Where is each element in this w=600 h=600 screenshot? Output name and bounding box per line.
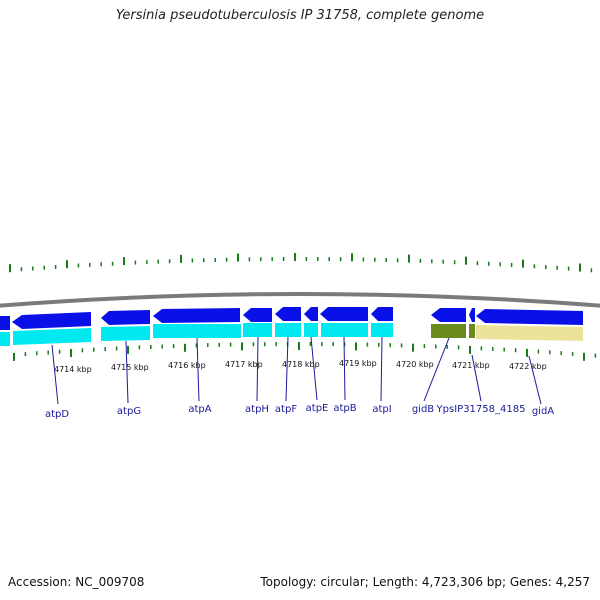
- gene-arrow-atpD[interactable]: [12, 312, 91, 329]
- gene-arrow-atpB[interactable]: [320, 307, 368, 321]
- leader-atpG: [125, 340, 129, 404]
- cds-atpE[interactable]: [304, 323, 318, 337]
- gene-label-gidB[interactable]: gidB: [412, 404, 434, 415]
- leader-atpF: [285, 336, 289, 402]
- gene-label-YpsIP31758_4185[interactable]: YpsIP31758_4185: [436, 404, 526, 415]
- gene-arrows: [0, 307, 583, 330]
- gene-label-atpA[interactable]: atpA: [188, 404, 211, 415]
- gene-labels: atpD atpG atpA atpH atpF atpE atpB atpI …: [45, 403, 554, 420]
- leader-gidB: [423, 337, 450, 402]
- gene-arrow-gidB[interactable]: [431, 308, 466, 322]
- cds-atpD[interactable]: [13, 328, 91, 345]
- cds-atpB[interactable]: [321, 323, 368, 337]
- gene-arrow-atpI[interactable]: [371, 307, 393, 321]
- gene-arrow-YpsIP31758_4185[interactable]: [469, 308, 475, 322]
- cds-atpA[interactable]: [153, 324, 241, 338]
- cds-boxes: [0, 323, 583, 346]
- kbp-label: 4719 kbp: [339, 359, 377, 368]
- gene-label-gidA[interactable]: gidA: [532, 406, 554, 417]
- genome-title: Yersinia pseudotuberculosis IP 31758, co…: [115, 8, 485, 23]
- leader-atpB: [343, 336, 346, 401]
- cds-gidA[interactable]: [476, 325, 583, 341]
- kbp-label: 4722 kbp: [509, 362, 547, 371]
- gene-arrow-atpE[interactable]: [304, 307, 318, 321]
- lower-tick-marks: [13, 342, 597, 361]
- gene-arrow-partial-left[interactable]: [0, 316, 10, 330]
- leader-atpI: [380, 336, 383, 402]
- gene-arrow-atpH[interactable]: [243, 308, 272, 322]
- kbp-label: 4721 kbp: [452, 361, 490, 370]
- genome-backbone: [0, 292, 600, 308]
- gene-label-atpF[interactable]: atpF: [275, 404, 297, 415]
- gene-arrow-atpA[interactable]: [153, 308, 240, 323]
- gene-label-atpE[interactable]: atpE: [306, 403, 329, 414]
- cds-partial-left[interactable]: [0, 332, 10, 346]
- gene-arrow-atpG[interactable]: [101, 310, 150, 325]
- gene-label-atpG[interactable]: atpG: [117, 406, 141, 417]
- gene-label-atpI[interactable]: atpI: [372, 404, 391, 415]
- genome-summary-text: Topology: circular; Length: 4,723,306 bp…: [260, 575, 590, 589]
- kbp-label: 4718 kbp: [282, 360, 320, 369]
- gene-label-atpD[interactable]: atpD: [45, 409, 69, 420]
- accession-text: Accession: NC_009708: [8, 575, 145, 589]
- kbp-label: 4717 kbp: [225, 360, 263, 369]
- upper-tick-marks: [9, 253, 593, 273]
- gene-label-atpB[interactable]: atpB: [333, 403, 356, 414]
- leader-atpE: [310, 336, 318, 401]
- gene-label-atpH[interactable]: atpH: [245, 404, 269, 415]
- leader-gidA: [528, 355, 542, 405]
- kbp-label: 4715 kbp: [111, 363, 149, 372]
- cds-atpF[interactable]: [275, 323, 301, 337]
- leader-atpA: [196, 337, 200, 402]
- gene-leader-lines: [51, 336, 542, 405]
- gene-arrow-atpF[interactable]: [275, 307, 301, 321]
- cds-YpsIP31758_4185[interactable]: [469, 324, 475, 338]
- leader-atpD: [51, 344, 59, 405]
- kbp-scale-labels: 4714 kbp 4715 kbp 4716 kbp 4717 kbp 4718…: [54, 359, 547, 374]
- cds-atpH[interactable]: [243, 323, 272, 337]
- leader-YpsIP31758_4185: [471, 354, 482, 402]
- kbp-label: 4714 kbp: [54, 365, 92, 374]
- leader-atpH: [256, 336, 259, 402]
- cds-atpI[interactable]: [371, 323, 393, 337]
- gene-arrow-gidA[interactable]: [476, 309, 583, 325]
- cds-gidB[interactable]: [431, 324, 466, 338]
- kbp-label: 4720 kbp: [396, 360, 434, 369]
- cds-atpG[interactable]: [101, 326, 150, 341]
- kbp-label: 4716 kbp: [168, 361, 206, 370]
